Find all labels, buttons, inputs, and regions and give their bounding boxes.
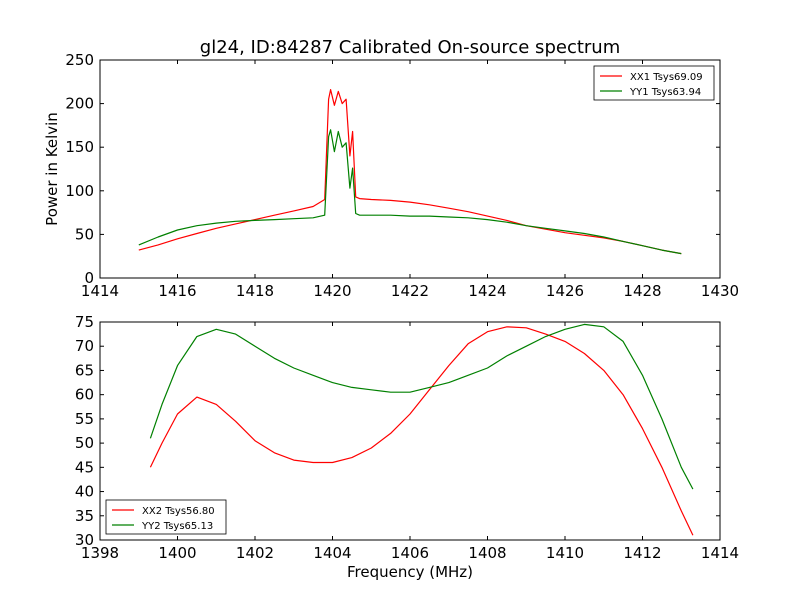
x-axis-label: Frequency (MHz) bbox=[347, 563, 473, 581]
y-tick-label: 150 bbox=[65, 138, 94, 156]
x-tick-label: 1420 bbox=[313, 282, 351, 300]
x-tick-label: 1406 bbox=[391, 544, 429, 562]
upper-panel: 1414 1416 1418 1420 1422 1424 1426 1428 1430 0 50 1… bbox=[43, 51, 739, 300]
series-line-yy2 bbox=[149, 323, 694, 490]
x-tick-label: 1430 bbox=[701, 282, 739, 300]
series-line-xx2 bbox=[149, 326, 694, 536]
x-tick-label: 1412 bbox=[623, 544, 661, 562]
y-tick-label: 70 bbox=[75, 337, 94, 355]
x-tick-label: 1416 bbox=[158, 282, 196, 300]
legend-box bbox=[593, 65, 715, 101]
legend-entry: YY2 Tsys65.13 bbox=[141, 521, 213, 532]
y-tick-label: 35 bbox=[75, 507, 94, 525]
x-tick-label: 1428 bbox=[623, 282, 661, 300]
x-tick-label: 1424 bbox=[468, 282, 506, 300]
x-tick-label: 1422 bbox=[391, 282, 429, 300]
y-tick-label: 45 bbox=[75, 458, 94, 476]
x-tick-label: 1426 bbox=[546, 282, 584, 300]
y-tick-label: 0 bbox=[84, 269, 94, 287]
x-tick-label: 1402 bbox=[236, 544, 274, 562]
x-tick-label: 1408 bbox=[468, 544, 506, 562]
y-axis-label: Power in Kelvin bbox=[43, 112, 61, 226]
series-line-xx1 bbox=[138, 88, 682, 255]
legend-entry: XX1 Tsys69.09 bbox=[630, 72, 703, 83]
x-tick-label: 1414 bbox=[81, 282, 119, 300]
legend: XX2 Tsys56.80 YY2 Tsys65.13 bbox=[105, 499, 227, 535]
y-tick-label: 55 bbox=[75, 410, 94, 428]
y-tick-label: 50 bbox=[75, 434, 94, 452]
y-tick-label: 75 bbox=[75, 313, 94, 331]
y-tick-label: 60 bbox=[75, 386, 94, 404]
legend: XX1 Tsys69.09 YY1 Tsys63.94 bbox=[593, 65, 715, 101]
x-tick-label: 1410 bbox=[546, 544, 584, 562]
y-tick-label: 250 bbox=[65, 51, 94, 69]
y-tick-label: 50 bbox=[75, 225, 94, 243]
legend-box bbox=[105, 499, 227, 535]
x-tick-label: 1398 bbox=[81, 544, 119, 562]
x-tick-label: 1400 bbox=[158, 544, 196, 562]
chart-title: gl24, ID:84287 Calibrated On-source spec… bbox=[200, 37, 620, 58]
y-tick-label: 30 bbox=[75, 531, 94, 549]
series-line-yy1 bbox=[138, 129, 682, 255]
y-tick-label: 200 bbox=[65, 95, 94, 113]
x-tick-label: 1418 bbox=[236, 282, 274, 300]
x-tick-label: 1404 bbox=[313, 544, 351, 562]
y-tick-label: 65 bbox=[75, 361, 94, 379]
x-tick-label: 1414 bbox=[701, 544, 739, 562]
lower-panel: 1398 1400 1402 1404 1406 1408 1410 1412 1414 30 35… bbox=[75, 313, 739, 581]
y-tick-label: 100 bbox=[65, 182, 94, 200]
legend-entry: XX2 Tsys56.80 bbox=[142, 506, 215, 517]
y-tick-label: 40 bbox=[75, 483, 94, 501]
legend-entry: YY1 Tsys63.94 bbox=[629, 87, 701, 98]
